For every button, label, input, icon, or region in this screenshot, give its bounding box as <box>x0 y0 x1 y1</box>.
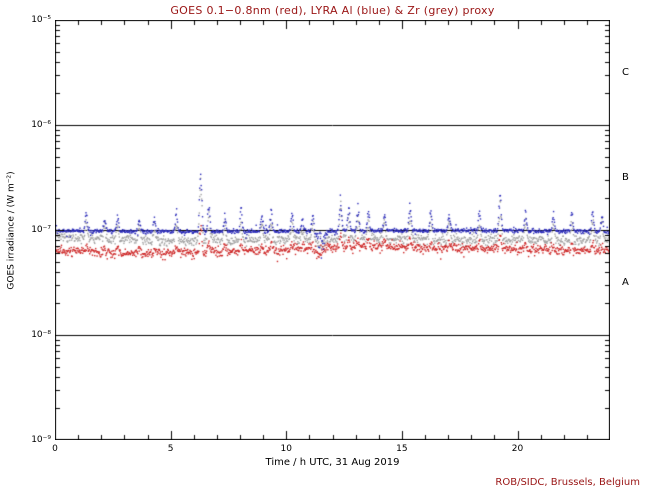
y-tick-label: 10⁻⁵ <box>31 15 51 25</box>
y-tick-label: 10⁻⁸ <box>31 330 51 340</box>
chart-title: GOES 0.1−0.8nm (red), LYRA Al (blue) & Z… <box>170 4 495 17</box>
y-tick-label: 10⁻⁹ <box>31 435 51 445</box>
x-tick-label: 5 <box>167 444 174 454</box>
plot-canvas <box>55 20 610 440</box>
x-tick-label: 20 <box>511 444 524 454</box>
x-axis-title: Time / h UTC, 31 Aug 2019 <box>265 457 400 468</box>
x-tick-label: 0 <box>52 444 58 454</box>
flare-class-label-B: B <box>622 171 629 183</box>
y-tick-label: 10⁻⁷ <box>31 225 51 235</box>
y-tick-label: 10⁻⁶ <box>31 120 51 130</box>
flare-class-label-C: C <box>622 66 629 78</box>
flare-class-label-A: A <box>622 276 629 288</box>
plot-area <box>55 20 610 440</box>
x-tick-label: 10 <box>280 444 292 454</box>
x-tick-label: 15 <box>396 444 408 454</box>
credit-footer: ROB/SIDC, Brussels, Belgium <box>495 477 640 488</box>
